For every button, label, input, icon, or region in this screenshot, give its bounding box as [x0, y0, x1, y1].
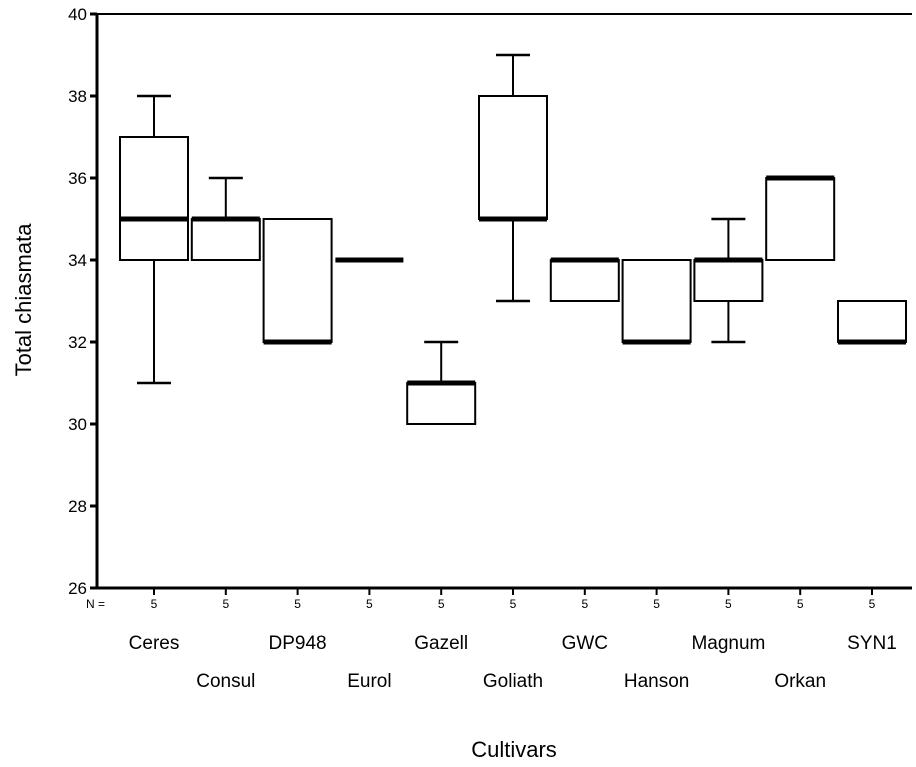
n-count: 5 [653, 597, 660, 611]
box-syn1 [837, 300, 907, 595]
y-tick-label: 28 [68, 497, 87, 516]
category-label-consul: Consul [196, 671, 255, 692]
n-count-row: N = 5 5 5 5 5 5 5 5 5 5 5 [86, 597, 876, 611]
y-axis-title: Total chiasmata [11, 223, 36, 377]
y-tick-label: 40 [68, 5, 87, 24]
iqr-box [837, 300, 907, 343]
y-tick-label: 32 [68, 333, 87, 352]
category-label-syn1: SYN1 [847, 633, 897, 654]
iqr-box [693, 259, 764, 302]
category-label-ceres: Ceres [129, 633, 180, 654]
n-count: 5 [797, 597, 804, 611]
box-hanson [621, 259, 692, 595]
category-label-hanson: Hanson [624, 671, 690, 692]
n-count: 5 [366, 597, 373, 611]
iqr-box [621, 259, 692, 343]
category-label-eurol: Eurol [347, 671, 391, 692]
n-count: 5 [510, 597, 517, 611]
category-label-orkan: Orkan [774, 671, 826, 692]
y-tick-label: 26 [68, 579, 87, 598]
box-consul [190, 176, 261, 595]
n-count: 5 [438, 597, 445, 611]
y-tick-label: 30 [68, 415, 87, 434]
category-label-gwc: GWC [562, 633, 608, 654]
y-tick-label: 34 [68, 251, 87, 270]
box-gwc [549, 257, 620, 595]
box-orkan [765, 175, 836, 595]
iqr-box [190, 218, 261, 261]
y-axis-ticks: 26 28 30 32 34 36 38 40 [68, 5, 97, 598]
iqr-box [549, 259, 620, 302]
box-gazell [406, 340, 477, 595]
iqr-box [406, 382, 477, 425]
n-count: 5 [294, 597, 301, 611]
n-prefix-label: N = [86, 597, 105, 611]
n-count: 5 [151, 597, 158, 611]
iqr-box [119, 136, 189, 261]
n-count: 5 [581, 597, 588, 611]
category-label-gazell: Gazell [414, 633, 468, 654]
chart-axes [95, 13, 912, 590]
box-goliath [478, 53, 548, 595]
box-magnum [693, 217, 764, 595]
category-label-goliath: Goliath [483, 671, 543, 692]
y-tick-label: 36 [68, 169, 87, 188]
n-count: 5 [725, 597, 732, 611]
box-eurol [335, 257, 404, 595]
box-dp948 [262, 218, 333, 595]
iqr-box [765, 177, 836, 261]
iqr-box [478, 95, 548, 220]
category-label-dp948: DP948 [269, 633, 327, 654]
y-tick-label: 38 [68, 87, 87, 106]
iqr-box [262, 218, 333, 343]
n-count: 5 [222, 597, 229, 611]
box-ceres [119, 94, 189, 595]
box-series [119, 53, 907, 595]
n-count: 5 [869, 597, 876, 611]
x-axis-title: Cultivars [471, 737, 557, 762]
category-label-magnum: Magnum [691, 633, 765, 654]
category-labels: Ceres Consul DP948 Eurol Gazell Goliath GWC Han… [129, 633, 897, 692]
